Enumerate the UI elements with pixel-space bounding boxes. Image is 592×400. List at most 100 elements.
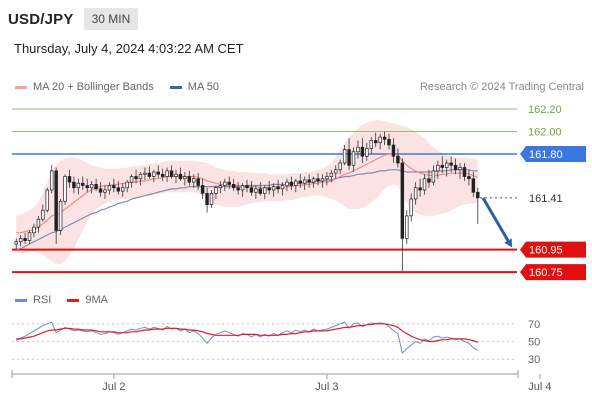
candle-body — [196, 178, 200, 186]
legend-label-ma-bb: MA 20 + Bollinger Bands — [33, 81, 154, 93]
candle — [436, 160, 440, 179]
legend-item-9ma: 9MA — [67, 294, 108, 306]
price-legend: MA 20 + Bollinger Bands MA 50 — [15, 81, 235, 93]
candle — [121, 183, 125, 197]
candle-body — [36, 218, 41, 228]
rsi-9ma-line — [16, 323, 479, 343]
candle-body — [147, 172, 152, 177]
candle-body — [249, 187, 254, 193]
candle-body — [187, 176, 192, 183]
candle — [249, 181, 254, 196]
bollinger-band-fill — [16, 120, 478, 265]
candle-body — [387, 139, 391, 146]
candle-body — [129, 176, 134, 183]
candles — [14, 131, 480, 271]
candle — [334, 165, 338, 179]
candle-body — [116, 187, 121, 192]
candle — [116, 181, 121, 195]
candle — [285, 178, 289, 192]
candle — [67, 169, 72, 188]
chart-header: USD/JPY 30 MIN — [8, 6, 139, 32]
candle-body — [427, 178, 431, 183]
candle-body — [76, 182, 81, 189]
candle-body — [112, 185, 116, 189]
candle — [98, 182, 103, 197]
candle — [200, 178, 205, 199]
candle — [258, 182, 263, 196]
candle — [329, 169, 334, 183]
candle — [209, 190, 214, 208]
candle-body — [27, 232, 32, 241]
candle-body — [271, 186, 276, 191]
legend-item-rsi: RSI — [15, 294, 51, 306]
timeframe-badge[interactable]: 30 MIN — [83, 8, 139, 30]
candle — [351, 147, 356, 172]
candle-body — [444, 162, 449, 168]
candle-body — [125, 181, 129, 189]
candle-body — [138, 173, 143, 180]
candle-body — [369, 140, 373, 149]
candle-body — [263, 187, 267, 194]
candle — [378, 133, 382, 150]
candle-body — [227, 181, 231, 185]
credit-text: Research © 2024 Trading Central — [419, 81, 584, 93]
candle-body — [41, 209, 45, 220]
candle-body — [440, 164, 445, 168]
candle-body — [400, 162, 405, 239]
candle-body — [214, 187, 218, 194]
forecast-arrow — [481, 197, 512, 248]
candle-body — [223, 181, 227, 186]
level-badge-160-75 — [520, 264, 586, 281]
candle — [298, 174, 302, 188]
candle-body — [67, 176, 72, 183]
candle-body — [174, 173, 178, 177]
level-label-160-75: 160.75 — [529, 267, 563, 279]
candle — [23, 232, 27, 244]
candle — [36, 215, 41, 233]
candle — [94, 178, 98, 192]
candle — [103, 185, 107, 199]
forecast-arrow-head — [504, 238, 512, 248]
candle — [89, 181, 94, 194]
candle — [396, 148, 400, 168]
candle-body — [14, 241, 18, 245]
candle-body — [183, 176, 187, 180]
candle — [453, 158, 458, 175]
candle-body — [156, 171, 160, 175]
candle — [302, 176, 307, 190]
candle-body — [63, 176, 67, 202]
candle — [254, 185, 258, 199]
candle — [45, 187, 50, 213]
candle — [58, 199, 63, 235]
candle — [160, 168, 165, 181]
rsi-tick-label-70: 70 — [528, 319, 540, 331]
candle-body — [54, 170, 58, 231]
candle-body — [476, 191, 480, 199]
candle — [49, 165, 54, 194]
candle — [387, 133, 391, 150]
candle-body — [58, 200, 63, 231]
candle-body — [453, 164, 458, 171]
candle — [236, 182, 240, 195]
candle-body — [320, 178, 325, 182]
price-levels — [12, 108, 517, 274]
candle-body — [431, 170, 436, 183]
candle — [231, 178, 236, 192]
rsi-tick-label-50: 50 — [528, 337, 540, 349]
candle-body — [205, 193, 209, 205]
candle — [174, 169, 178, 184]
candle — [196, 173, 200, 190]
candle-body — [405, 215, 409, 239]
candle-body — [254, 188, 258, 193]
legend-swatch-rsi — [15, 298, 27, 302]
candle — [240, 183, 245, 197]
candle-body — [134, 176, 138, 180]
candle-body — [94, 184, 98, 190]
candle — [467, 169, 471, 186]
candle-body — [231, 184, 236, 189]
level-label-160-95: 160.95 — [529, 245, 563, 257]
level-labels: 162.20 162.00 161.80 161.41 160.95 160.75 — [520, 104, 586, 281]
candle-body — [103, 189, 107, 193]
candle — [156, 165, 160, 178]
